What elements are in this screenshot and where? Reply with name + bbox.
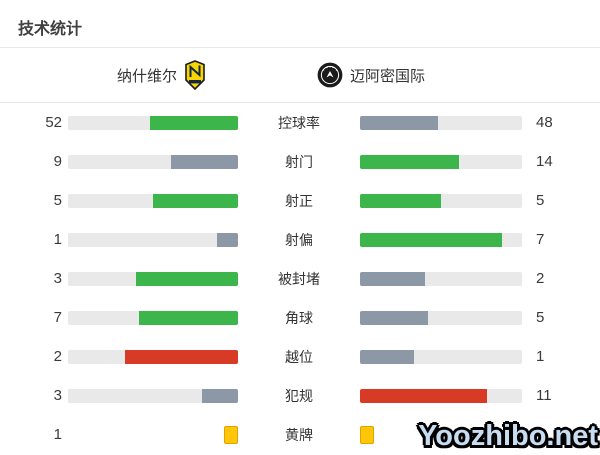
home-bar — [68, 271, 238, 286]
home-bar-track — [68, 115, 238, 130]
away-bar-fill — [360, 115, 438, 130]
inter-miami-logo-icon — [317, 62, 343, 88]
away-bar-fill — [360, 388, 488, 403]
away-value: 11 — [536, 387, 552, 404]
stat-label: 射偏 — [285, 231, 313, 248]
home-bar-fill — [149, 115, 238, 130]
home-value: 3 — [53, 270, 62, 287]
stat-label: 犯规 — [285, 387, 313, 404]
away-value: 2 — [536, 270, 545, 287]
away-value: 14 — [536, 153, 553, 170]
away-value: 7 — [536, 231, 545, 248]
home-value: 9 — [53, 153, 62, 170]
home-bar-track — [68, 154, 238, 169]
home-bar — [68, 349, 238, 364]
stat-label: 角球 — [285, 309, 313, 326]
page-title: 技术统计 — [18, 21, 83, 38]
away-bar-fill — [360, 310, 428, 325]
stat-label: 控球率 — [278, 114, 320, 131]
home-bar-fill — [124, 349, 238, 364]
home-bar-fill — [216, 232, 238, 247]
away-bar-track — [360, 349, 522, 364]
nashville-logo-icon — [185, 60, 205, 90]
stat-row: 1 射偏 7 — [0, 220, 600, 259]
away-bar — [360, 271, 522, 286]
home-bar-track — [68, 232, 238, 247]
away-bar — [360, 388, 522, 403]
away-bar-fill — [360, 232, 502, 247]
home-value: 3 — [53, 387, 62, 404]
away-bar — [360, 425, 522, 444]
home-bar-fill — [153, 193, 238, 208]
home-bar — [68, 425, 238, 444]
home-value: 1 — [53, 231, 62, 248]
yellow-card-icon — [224, 425, 238, 444]
home-value: 5 — [53, 192, 62, 209]
stat-row: 3 犯规 11 — [0, 376, 600, 415]
away-team-name: 迈阿密国际 — [350, 67, 426, 85]
stat-label: 射门 — [285, 153, 313, 170]
home-bar — [68, 310, 238, 325]
home-bar-fill — [138, 310, 238, 325]
stat-row: 52 控球率 48 — [0, 103, 600, 142]
away-bar-fill — [360, 154, 459, 169]
away-value: 5 — [536, 309, 545, 326]
home-bar-fill — [136, 271, 238, 286]
stat-label: 被封堵 — [278, 270, 320, 287]
home-value: 52 — [45, 114, 62, 131]
away-bar-fill — [360, 271, 425, 286]
away-bar — [360, 115, 522, 130]
home-bar-track — [68, 193, 238, 208]
away-bar — [360, 349, 522, 364]
away-team-header: 迈阿密国际 — [317, 48, 425, 102]
home-bar — [68, 388, 238, 403]
team-header: 纳什维尔 迈阿密国际 — [0, 48, 600, 102]
away-bar — [360, 193, 522, 208]
away-bar-track — [360, 232, 522, 247]
home-bar — [68, 193, 238, 208]
stats-rows: 52 控球率 48 9 射门 14 5 射正 5 1 射偏 7 3 被封堵 2 7 角球 5 2 越位 1 3 犯规 11 1 黄… — [0, 103, 600, 454]
watermark: Yoozhibo.net — [418, 420, 598, 452]
away-bar — [360, 310, 522, 325]
away-bar-track — [360, 310, 522, 325]
away-bar — [360, 232, 522, 247]
home-bar-track — [68, 310, 238, 325]
stat-row: 1 黄牌 — [0, 415, 600, 454]
home-bar-track — [68, 271, 238, 286]
away-bar-fill — [360, 349, 414, 364]
stat-label: 黄牌 — [285, 426, 313, 443]
home-bar — [68, 154, 238, 169]
away-bar-track — [360, 271, 522, 286]
home-bar-track — [68, 349, 238, 364]
home-team-name: 纳什维尔 — [116, 67, 177, 85]
home-value: 1 — [53, 426, 62, 443]
stat-row: 2 越位 1 — [0, 337, 600, 376]
stat-label: 越位 — [285, 348, 313, 365]
stat-row: 3 被封堵 2 — [0, 259, 600, 298]
stat-row: 5 射正 5 — [0, 181, 600, 220]
away-value: 5 — [536, 192, 545, 209]
away-bar-fill — [360, 193, 441, 208]
away-bar-track — [360, 388, 522, 403]
home-bar-fill — [201, 388, 238, 403]
away-value: 1 — [536, 348, 545, 365]
away-bar-track — [360, 115, 522, 130]
stat-row: 9 射门 14 — [0, 142, 600, 181]
home-value: 2 — [53, 348, 62, 365]
home-bar-fill — [171, 154, 238, 169]
divider-top — [0, 47, 600, 48]
away-bar — [360, 154, 522, 169]
home-bar-track — [68, 388, 238, 403]
stat-row: 7 角球 5 — [0, 298, 600, 337]
home-bar — [68, 115, 238, 130]
yellow-card-icon — [360, 425, 374, 444]
divider-header — [0, 102, 600, 103]
home-value: 7 — [53, 309, 62, 326]
away-bar-track — [360, 193, 522, 208]
home-bar — [68, 232, 238, 247]
away-value: 48 — [536, 114, 553, 131]
stat-label: 射正 — [285, 192, 313, 209]
home-team-header: 纳什维尔 — [117, 48, 206, 102]
away-bar-track — [360, 154, 522, 169]
